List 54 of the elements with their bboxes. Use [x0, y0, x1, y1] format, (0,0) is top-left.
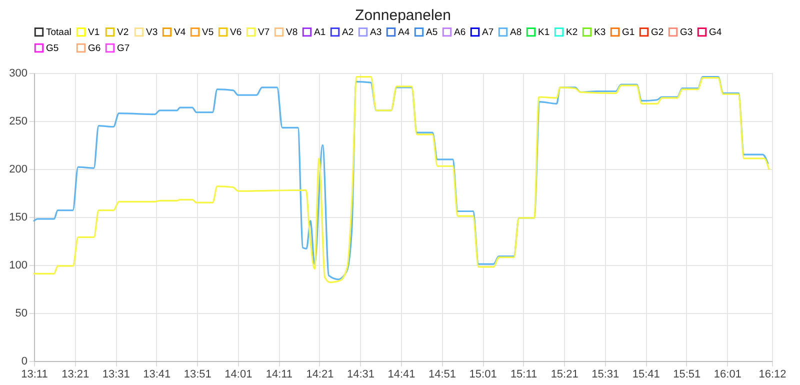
- legend-label: A3: [370, 27, 382, 38]
- legend-label: G7: [117, 43, 130, 54]
- x-tick-label: 13:31: [102, 368, 130, 380]
- legend-label: A1: [314, 27, 326, 38]
- legend-label: V7: [258, 27, 270, 38]
- x-tick-label: 16:01: [714, 368, 742, 380]
- legend-label: G6: [88, 43, 101, 54]
- legend-label: Totaal: [46, 27, 72, 38]
- x-tick-label: 14:31: [346, 368, 375, 380]
- legend-label: V8: [286, 27, 298, 38]
- x-tick-label: 15:51: [673, 368, 701, 380]
- x-tick-label: 14:11: [266, 368, 293, 380]
- legend-label: V2: [117, 27, 129, 38]
- x-tick-label: 16:12: [758, 368, 786, 380]
- x-tick-label: 13:41: [143, 368, 171, 380]
- legend-label: V4: [174, 27, 186, 38]
- legend-label: G3: [680, 27, 693, 38]
- x-tick-label: 15:41: [632, 368, 660, 380]
- x-tick-label: 13:11: [21, 368, 48, 380]
- legend-label: V3: [146, 27, 158, 38]
- x-tick-label: 15:31: [592, 368, 620, 380]
- legend-label: V1: [88, 27, 100, 38]
- legend-label: K2: [566, 27, 578, 38]
- x-tick-label: 13:51: [184, 368, 212, 380]
- x-tick-label: 14:51: [428, 368, 456, 380]
- x-tick-label: 15:11: [510, 368, 538, 380]
- legend-label: K3: [594, 27, 606, 38]
- legend-label: V5: [202, 27, 214, 38]
- legend-label: G4: [709, 27, 722, 38]
- y-tick-label: 250: [9, 116, 28, 128]
- legend-label: A5: [426, 27, 438, 38]
- legend-label: K1: [538, 27, 550, 38]
- y-tick-label: 200: [9, 164, 28, 176]
- legend-label: G1: [622, 27, 635, 38]
- x-tick-label: 13:21: [62, 368, 90, 380]
- legend-label: A4: [398, 27, 410, 38]
- y-tick-label: 300: [9, 68, 28, 80]
- chart-title: Zonnepanelen: [355, 7, 451, 24]
- x-tick-label: 14:21: [306, 368, 334, 380]
- x-tick-label: 15:21: [550, 368, 578, 380]
- y-tick-label: 50: [15, 308, 28, 320]
- y-tick-label: 0: [21, 356, 28, 368]
- legend-label: G5: [46, 43, 59, 54]
- x-tick-label: 15:01: [469, 368, 497, 380]
- x-tick-label: 14:01: [224, 368, 252, 380]
- legend-label: A7: [482, 27, 494, 38]
- y-tick-label: 150: [9, 212, 28, 224]
- y-tick-label: 100: [9, 260, 28, 272]
- legend-label: V6: [230, 27, 242, 38]
- x-tick-label: 14:41: [388, 368, 416, 380]
- legend-label: A2: [342, 27, 354, 38]
- legend-label: G2: [651, 27, 664, 38]
- legend-label: A8: [510, 27, 522, 38]
- legend-label: A6: [454, 27, 466, 38]
